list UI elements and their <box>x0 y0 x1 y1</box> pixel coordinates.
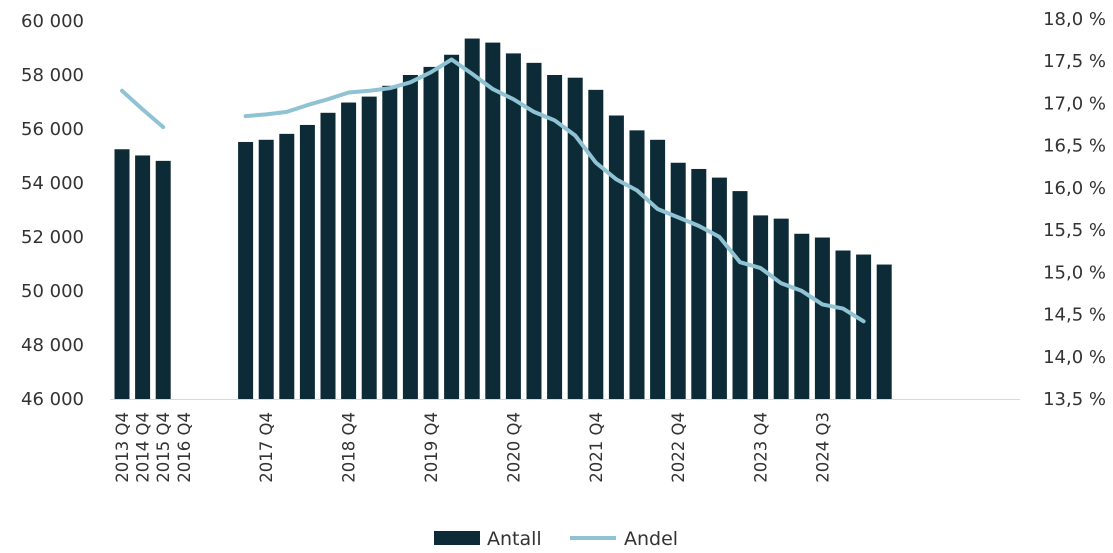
bar-antall <box>794 233 810 399</box>
bar-antall <box>876 264 892 399</box>
y-left-tick-label: 58 000 <box>21 65 84 86</box>
bar-antall <box>320 112 336 400</box>
bar-antall <box>299 124 315 399</box>
y-right-tick-label: 15,5 % <box>1043 220 1106 241</box>
bar-antall <box>547 75 563 399</box>
x-tick-label: 2016 Q4 <box>175 412 194 483</box>
x-tick-label: 2013 Q4 <box>113 412 132 483</box>
bar-antall <box>341 102 357 399</box>
y-right-tick-label: 15,0 % <box>1043 262 1106 283</box>
x-tick-label: 2023 Q4 <box>752 412 771 483</box>
bar-antall <box>711 177 727 399</box>
x-axis: 2013 Q4 2014 Q4 2015 Q4 2016 Q4 2017 Q4 2018 … <box>110 399 1020 483</box>
bar-antall <box>608 115 624 399</box>
bar-antall <box>567 77 583 399</box>
y-right-tick-label: 13,5 % <box>1043 389 1106 410</box>
bar-antall <box>732 191 748 399</box>
bar-antall <box>258 139 274 400</box>
y-left-tick-label: 46 000 <box>21 389 84 410</box>
y-axis-right: 18,0 % 17,5 % 17,0 % 16,5 % 16,0 % 15,5 % 15,0… <box>1043 9 1106 410</box>
x-tick-label: 2014 Q4 <box>134 412 153 483</box>
bar-antall <box>856 254 872 399</box>
x-tick-label: 2019 Q4 <box>422 412 441 483</box>
bar-antall <box>279 133 295 400</box>
bar-antall <box>505 53 521 400</box>
y-left-tick-label: 56 000 <box>21 119 84 140</box>
bar-antall <box>423 66 439 400</box>
bar-antall <box>691 168 707 399</box>
legend: Antall Andel <box>434 528 678 550</box>
y-right-tick-label: 16,0 % <box>1043 178 1106 199</box>
bar-antall <box>753 215 769 399</box>
legend-swatch-antall <box>434 531 480 545</box>
y-left-tick-label: 50 000 <box>21 281 84 302</box>
bar-antall <box>650 139 666 400</box>
x-tick-label: 2021 Q4 <box>587 412 606 483</box>
line-series-andel <box>120 57 866 324</box>
x-tick-label: 2018 Q4 <box>340 412 359 483</box>
bar-antall <box>485 42 501 399</box>
bar-antall <box>155 160 171 399</box>
x-tick-label: 2020 Q4 <box>504 412 523 483</box>
bar-antall <box>814 237 830 399</box>
legend-label-andel: Andel <box>624 528 678 549</box>
line-andel <box>243 57 866 324</box>
y-right-tick-label: 18,0 % <box>1043 9 1106 30</box>
bar-antall <box>629 130 645 399</box>
x-tick-label: 2017 Q4 <box>257 412 276 483</box>
bar-antall <box>773 218 789 399</box>
bar-antall <box>588 89 604 399</box>
bar-antall <box>238 141 254 399</box>
bar-antall <box>361 96 377 399</box>
y-left-tick-label: 48 000 <box>21 335 84 356</box>
y-left-tick-label: 52 000 <box>21 227 84 248</box>
x-tick-label: 2022 Q4 <box>669 412 688 483</box>
bar-antall <box>135 155 151 399</box>
bar-antall <box>464 38 480 400</box>
bar-antall <box>835 250 851 399</box>
y-right-tick-label: 14,5 % <box>1043 305 1106 326</box>
bar-antall <box>402 75 418 399</box>
line-andel <box>120 88 166 130</box>
y-left-tick-label: 54 000 <box>21 173 84 194</box>
bar-antall <box>444 54 460 399</box>
bar-antall <box>670 162 686 399</box>
legend-label-antall: Antall <box>487 528 542 549</box>
y-left-tick-label: 60 000 <box>21 11 84 32</box>
bar-antall <box>382 85 398 400</box>
y-right-tick-label: 17,0 % <box>1043 93 1106 114</box>
bar-antall <box>526 62 542 399</box>
bar-antall <box>114 149 130 399</box>
y-axis-left: 60 000 58 000 56 000 54 000 52 000 50 000 48 0… <box>21 11 84 410</box>
y-right-tick-label: 14,0 % <box>1043 347 1106 368</box>
y-right-tick-label: 16,5 % <box>1043 136 1106 157</box>
x-tick-label: 2015 Q4 <box>154 412 173 483</box>
x-tick-label: 2024 Q3 <box>813 412 832 483</box>
y-right-tick-label: 17,5 % <box>1043 51 1106 72</box>
